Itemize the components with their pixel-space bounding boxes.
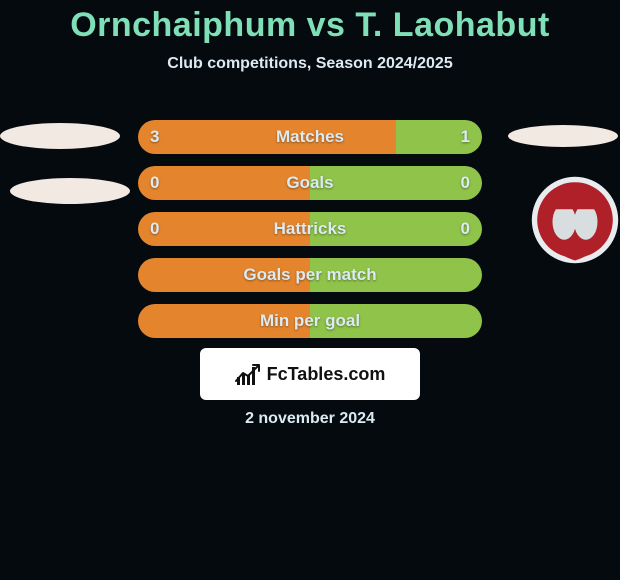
player-left-avatar-placeholder-1 <box>0 123 120 149</box>
bar-label: Matches <box>138 120 482 154</box>
bar-label: Goals per match <box>138 258 482 292</box>
bar-value-right: 0 <box>461 212 470 246</box>
player-right-avatar-placeholder <box>508 125 618 147</box>
bar-value-left: 0 <box>150 166 159 200</box>
bar-value-right: 1 <box>461 120 470 154</box>
bar-label: Min per goal <box>138 304 482 338</box>
comparison-bars: Matches31Goals00Hattricks00Goals per mat… <box>138 120 482 350</box>
fctables-icon <box>235 363 261 385</box>
watermark-badge: FcTables.com <box>200 348 420 400</box>
player-left-avatar-placeholder-2 <box>10 178 130 204</box>
club-crest <box>530 175 620 265</box>
bar-row: Hattricks0 0 <box>138 212 482 246</box>
generation-date: 2 november 2024 <box>0 410 620 428</box>
bar-label: Hattricks <box>138 212 482 246</box>
watermark-text: FcTables.com <box>267 364 386 385</box>
bar-row: Min per goal <box>138 304 482 338</box>
bar-value-left: 3 <box>150 120 159 154</box>
bar-row: Matches3 1 <box>138 120 482 154</box>
page-title: Ornchaiphum vs T. Laohabut <box>0 0 620 45</box>
bar-row: Goals per match <box>138 258 482 292</box>
bar-row: Goals0 0 <box>138 166 482 200</box>
bar-value-left: 0 <box>150 212 159 246</box>
crest-banner-bar <box>548 202 602 209</box>
subtitle: Club competitions, Season 2024/2025 <box>0 55 620 73</box>
bar-label: Goals <box>138 166 482 200</box>
bar-value-right: 0 <box>461 166 470 200</box>
